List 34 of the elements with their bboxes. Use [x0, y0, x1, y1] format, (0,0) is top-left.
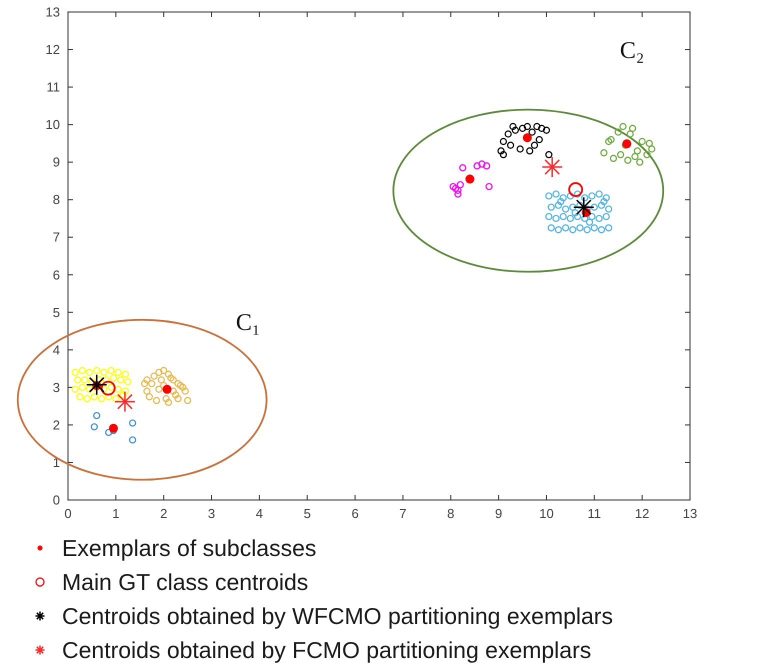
y-tick-label: 2: [52, 417, 60, 432]
x-tick-label: 0: [64, 506, 72, 521]
legend-label: Centroids obtained by FCMO partitioning exemplars: [62, 637, 592, 663]
x-tick-label: 1: [112, 506, 120, 521]
x-tick-label: 6: [351, 506, 359, 521]
legend-label: Centroids obtained by WFCMO partitioning exemplars: [62, 603, 613, 629]
y-tick-label: 12: [46, 42, 60, 58]
x-tick-label: 12: [634, 506, 650, 521]
y-tick-label: 6: [52, 267, 60, 282]
y-tick-label: 13: [46, 4, 60, 20]
y-tick-label: 5: [52, 304, 60, 320]
x-tick-label: 3: [208, 506, 216, 521]
y-tick-label: 11: [46, 80, 60, 95]
y-tick-label: 7: [52, 230, 60, 245]
y-tick-label: 4: [52, 342, 60, 358]
annotation: C₁: [236, 310, 260, 336]
y-tick-label: 3: [52, 380, 60, 395]
x-tick-label: 10: [539, 506, 554, 521]
x-tick-label: 11: [588, 506, 602, 521]
x-tick-label: 8: [447, 506, 454, 521]
annotation: C₂: [620, 38, 644, 64]
x-tick-label: 2: [160, 506, 168, 521]
x-tick-label: 9: [495, 506, 502, 521]
x-tick-label: 5: [304, 506, 311, 521]
y-tick-label: 1: [52, 454, 60, 470]
legend-label: Exemplars of subclasses: [62, 535, 316, 561]
legend-label: Main GT class centroids: [62, 569, 308, 595]
y-tick-label: 0: [52, 492, 60, 508]
x-tick-label: 13: [682, 506, 698, 521]
y-tick-label: 8: [52, 192, 60, 208]
x-tick-label: 7: [399, 506, 407, 521]
y-tick-label: 9: [52, 154, 60, 170]
y-tick-label: 10: [46, 117, 60, 132]
x-tick-label: 4: [256, 506, 263, 521]
